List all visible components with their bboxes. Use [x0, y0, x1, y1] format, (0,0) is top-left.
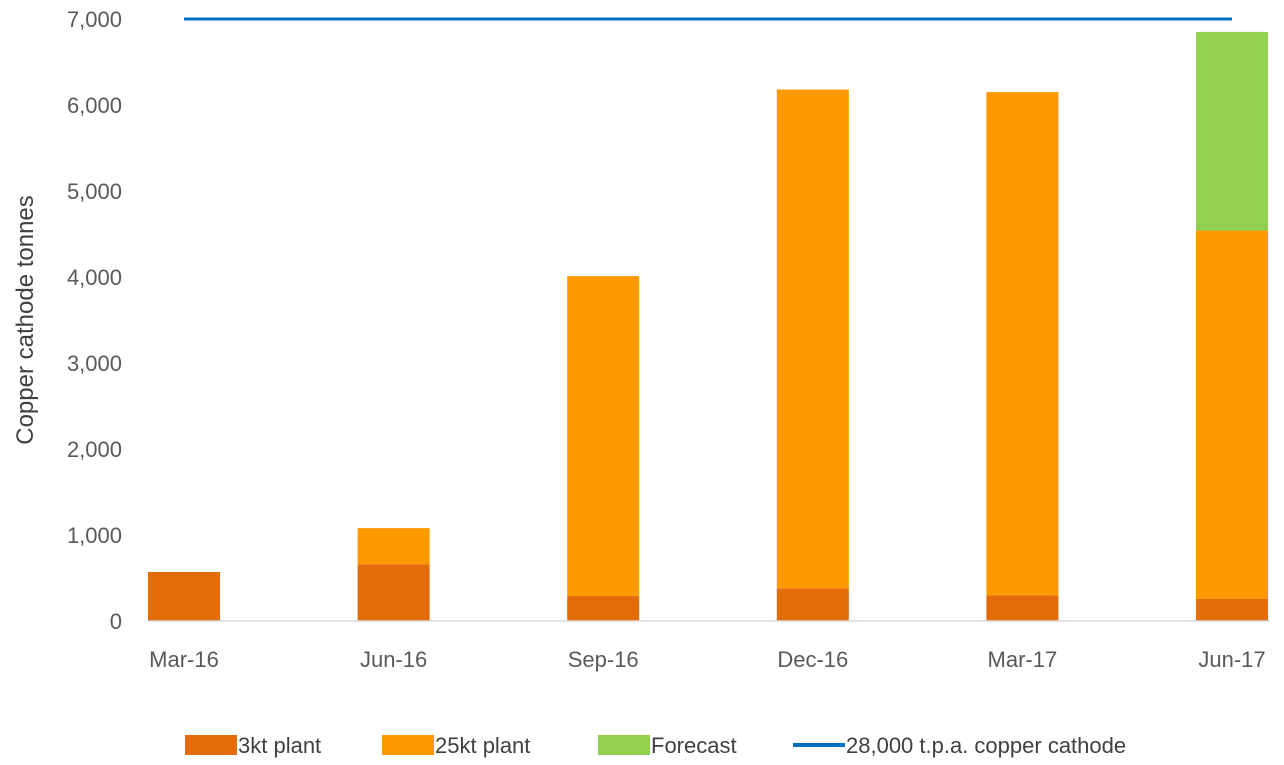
y-tick-label: 5,000 — [67, 179, 122, 204]
y-tick-label: 6,000 — [67, 93, 122, 118]
legend-label: 28,000 t.p.a. copper cathode — [846, 733, 1126, 758]
y-tick-label: 0 — [110, 609, 122, 634]
x-tick-label: Mar-16 — [149, 647, 219, 672]
legend-item: 3kt plant — [185, 733, 321, 758]
y-axis-label: Copper cathode tonnes — [12, 195, 39, 445]
bar-segment — [148, 571, 220, 621]
bar-segment — [1196, 598, 1268, 621]
x-tick-label: Mar-17 — [988, 647, 1058, 672]
legend-swatch — [185, 735, 237, 755]
x-tick-label: Sep-16 — [568, 647, 639, 672]
legend: 3kt plant 25kt plant Forecast 28,000 t.p.a.… — [185, 733, 1126, 758]
bar-segment — [776, 89, 849, 589]
bar-segment — [776, 588, 849, 621]
bar-segment — [567, 596, 640, 621]
legend-swatch — [382, 735, 434, 755]
legend-item: 28,000 t.p.a. copper cathode — [793, 733, 1126, 758]
y-tick-label: 4,000 — [67, 265, 122, 290]
bar-segment — [357, 564, 430, 621]
x-tick-label: Dec-16 — [777, 647, 848, 672]
legend-item: 25kt plant — [382, 733, 530, 758]
legend-label: 3kt plant — [238, 733, 321, 758]
bar-segment — [986, 92, 1059, 596]
bar-segment — [986, 595, 1059, 621]
x-axis-ticks: Mar-16 Jun-16 Sep-16 Dec-16 Mar-17 Jun-17 — [149, 647, 1265, 672]
bars-group — [148, 31, 1268, 621]
x-tick-label: Jun-17 — [1198, 647, 1265, 672]
y-axis-ticks: 0 1,000 2,000 3,000 4,000 5,000 6,000 7,000 — [67, 7, 122, 634]
legend-label: 25kt plant — [435, 733, 530, 758]
y-tick-label: 1,000 — [67, 523, 122, 548]
y-tick-label: 7,000 — [67, 7, 122, 32]
bar-segment — [357, 528, 430, 565]
y-tick-label: 2,000 — [67, 437, 122, 462]
bar-segment — [1196, 31, 1268, 231]
bar-segment — [567, 276, 640, 597]
legend-item: Forecast — [598, 733, 737, 758]
y-tick-label: 3,000 — [67, 351, 122, 376]
x-tick-label: Jun-16 — [360, 647, 427, 672]
bar-segment — [1196, 230, 1268, 599]
legend-swatch — [598, 735, 650, 755]
legend-label: Forecast — [651, 733, 737, 758]
